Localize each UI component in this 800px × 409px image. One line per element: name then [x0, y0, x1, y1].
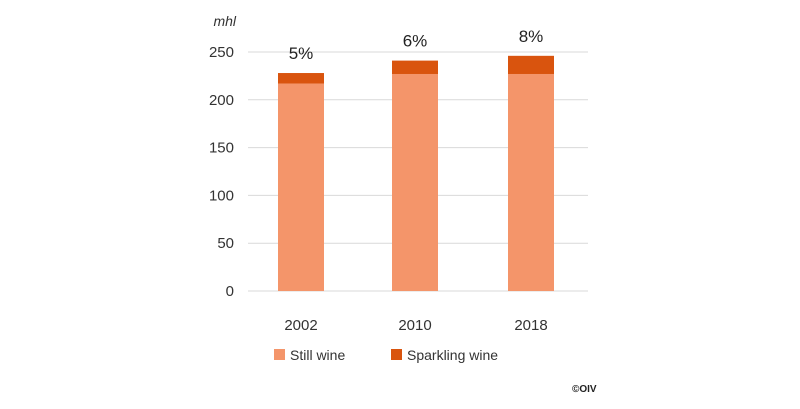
bar-still-wine-2018 [508, 73, 554, 291]
legend-label: Still wine [290, 347, 345, 363]
y-tick-label: 50 [217, 235, 234, 252]
x-tick-label: 2010 [398, 317, 431, 334]
bar-sparkling-wine-2018 [508, 55, 554, 74]
legend-swatch [274, 349, 285, 360]
bar-sparkling-wine-2002 [278, 73, 324, 84]
bar-still-wine-2010 [392, 73, 438, 291]
y-axis-ticks: 0 50 100 150 200 250 [209, 44, 234, 300]
y-tick-label: 150 [209, 140, 234, 157]
x-tick-label: 2002 [284, 317, 317, 334]
legend-label: Sparkling wine [407, 347, 498, 363]
bars [278, 55, 554, 291]
y-axis-unit-label: mhl [213, 13, 236, 29]
percentage-labels: 5% 6% 8% [289, 27, 544, 63]
y-tick-label: 250 [209, 44, 234, 61]
x-tick-label: 2018 [514, 317, 547, 334]
x-axis-ticks: 2002 2010 2018 [284, 317, 547, 334]
legend-swatch [391, 349, 402, 360]
bar-still-wine-2002 [278, 83, 324, 291]
data-label-percentage: 6% [403, 32, 428, 51]
y-tick-label: 200 [209, 92, 234, 109]
y-tick-label: 100 [209, 187, 234, 204]
data-label-percentage: 5% [289, 44, 314, 63]
data-label-percentage: 8% [519, 27, 544, 46]
bar-sparkling-wine-2010 [392, 60, 438, 74]
source-credit: ©OIV [572, 384, 597, 395]
y-tick-label: 0 [226, 283, 234, 300]
legend: Still wine Sparkling wine [274, 347, 498, 363]
